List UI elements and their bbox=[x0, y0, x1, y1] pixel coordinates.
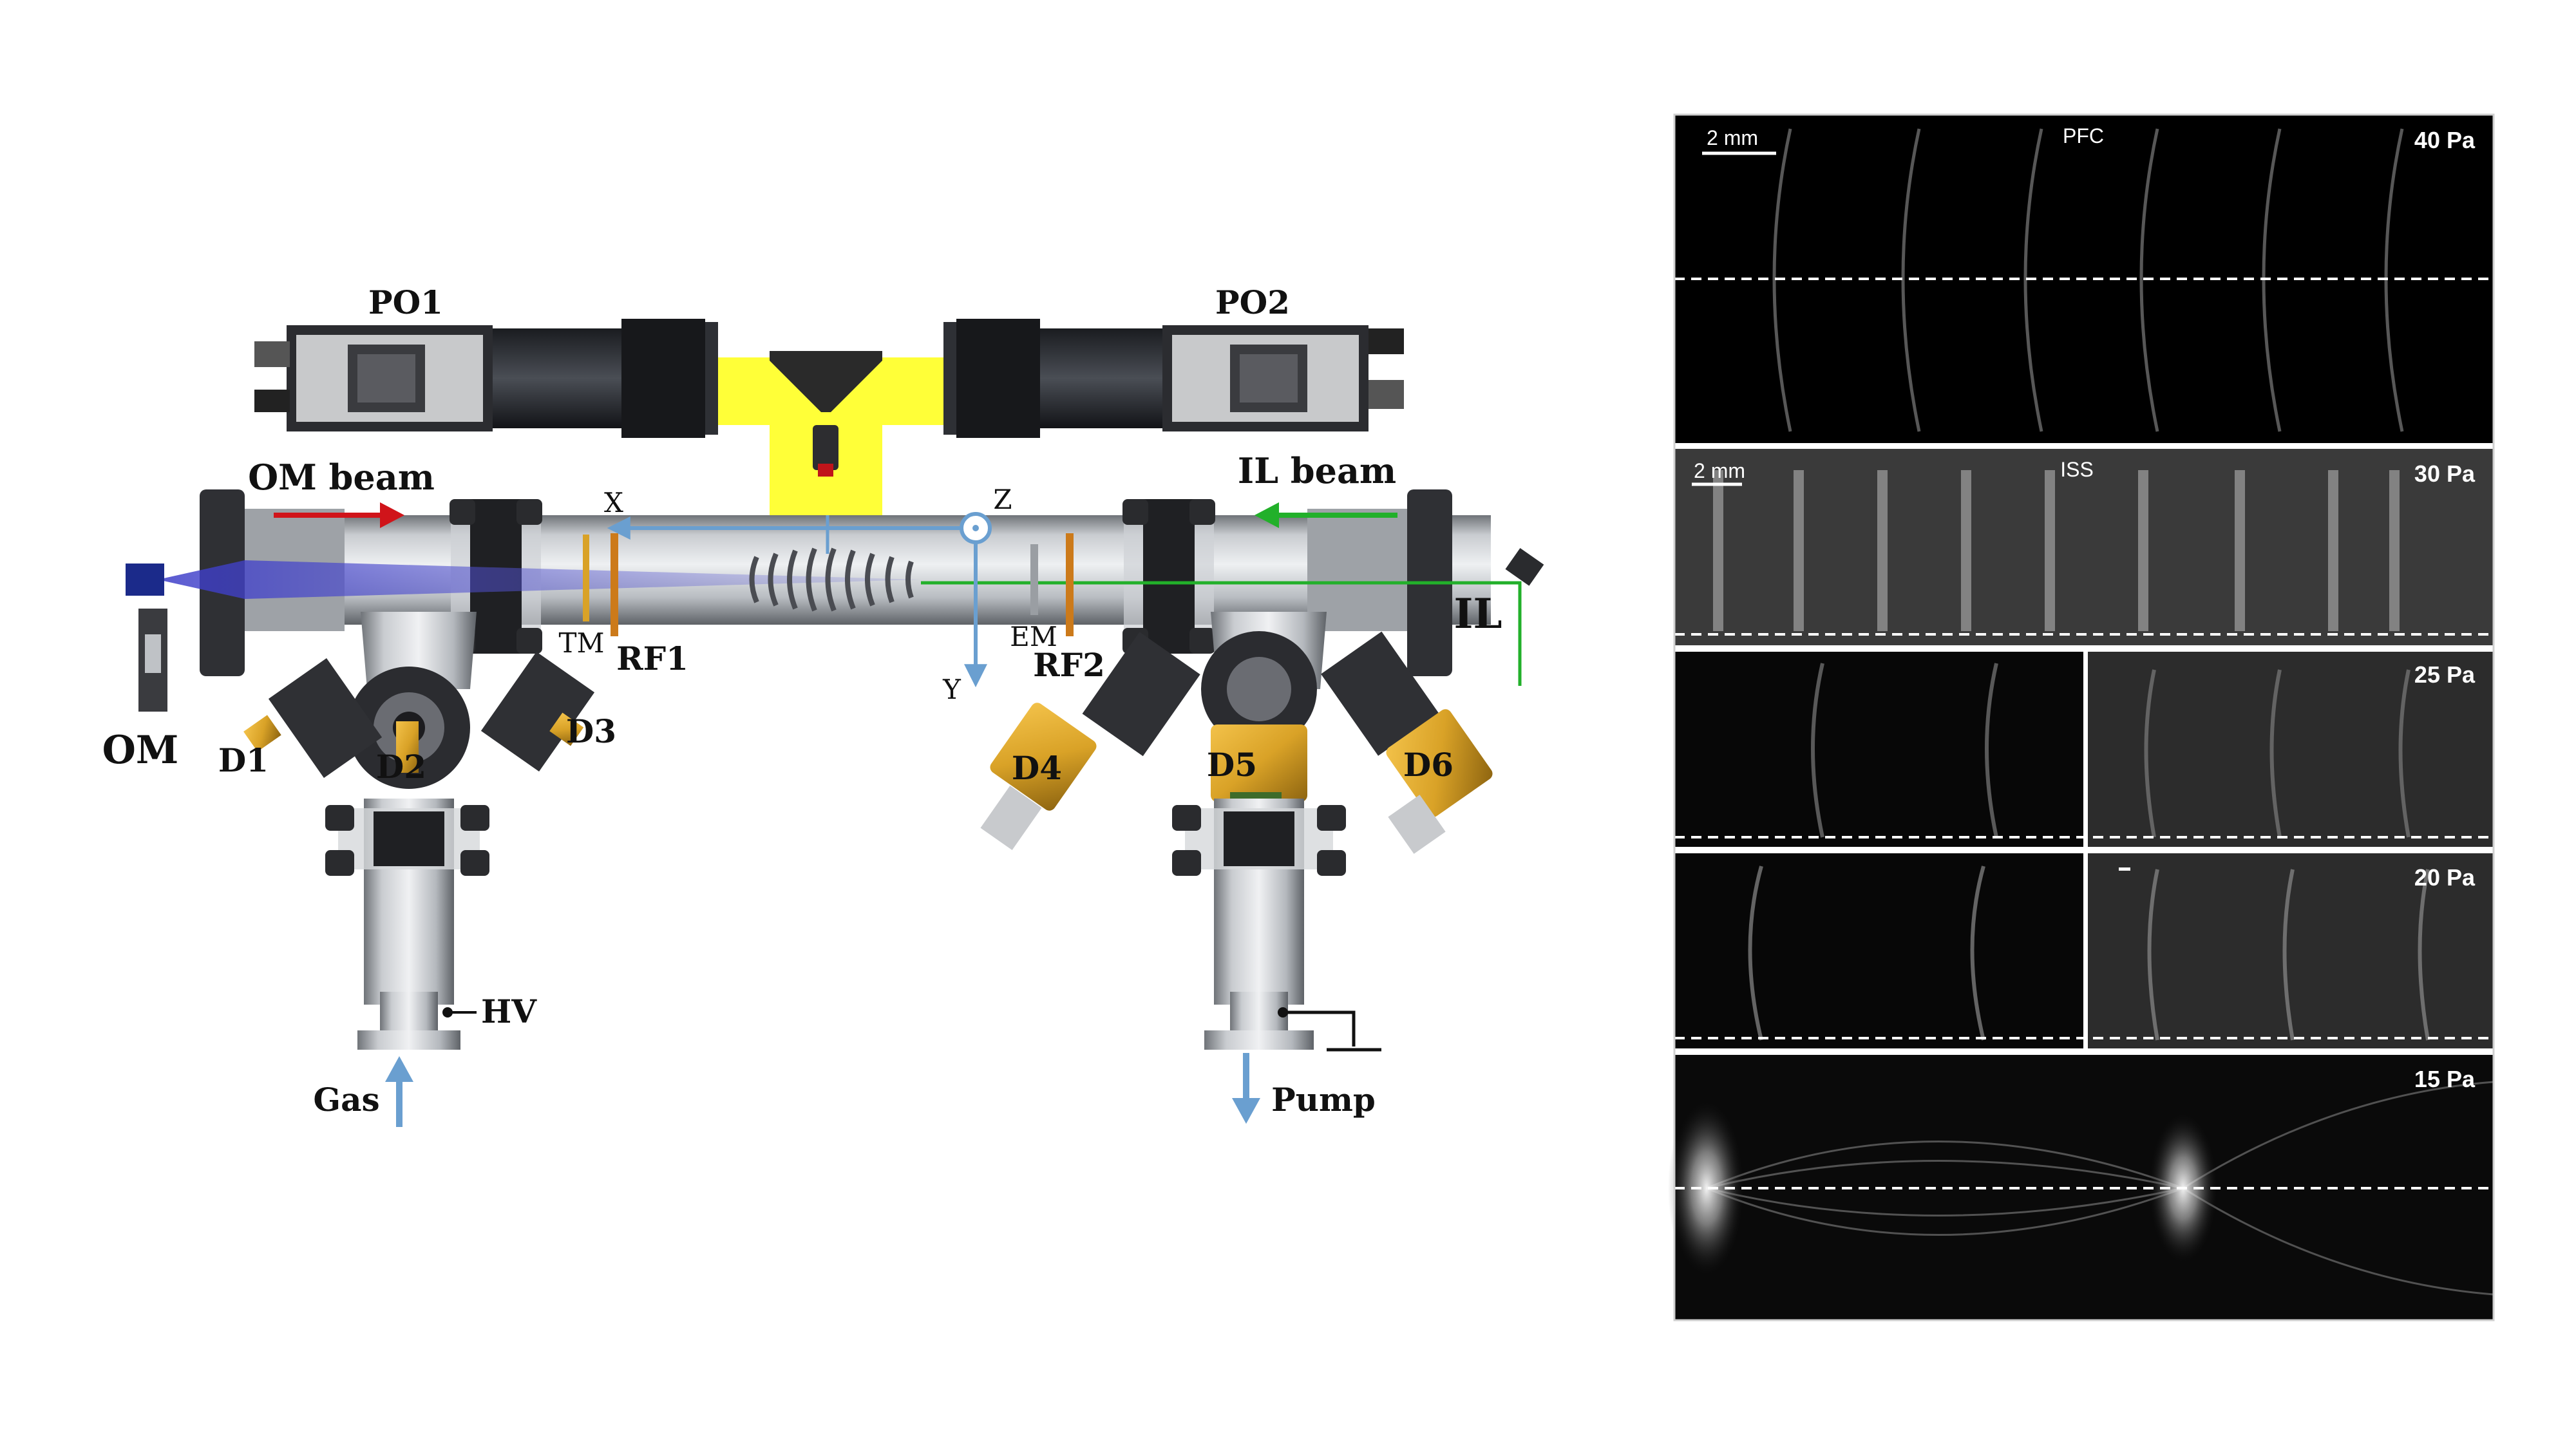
em-mesh bbox=[1030, 544, 1038, 615]
left-vertical-gas-line bbox=[325, 799, 489, 1050]
d4-label: D4 bbox=[1012, 749, 1062, 787]
pump-outlet-arrowhead bbox=[1232, 1098, 1260, 1124]
om-module-face bbox=[145, 634, 161, 673]
gas-inlet-arrowhead bbox=[385, 1056, 413, 1082]
po1-label: PO1 bbox=[368, 283, 443, 321]
om-beam-source bbox=[126, 564, 164, 596]
il-label: IL bbox=[1454, 590, 1502, 638]
panel-30pa-tag: ISS bbox=[2060, 458, 2094, 481]
il-mirror bbox=[1505, 547, 1544, 586]
om-beam-arrowhead bbox=[380, 502, 404, 528]
panel-40pa-pressure: 40 Pa bbox=[2414, 127, 2476, 153]
right-lower-cross bbox=[1082, 612, 1439, 757]
gas-label: Gas bbox=[313, 1081, 379, 1119]
panel-15pa-left-cluster bbox=[1668, 1098, 1745, 1278]
d6-detector bbox=[1386, 709, 1493, 854]
panels-border bbox=[1673, 113, 2495, 1321]
rf1-label: RF1 bbox=[616, 639, 688, 677]
il-laser-path bbox=[1455, 581, 1522, 686]
panel-30pa-scale: 2 mm bbox=[1694, 459, 1745, 482]
tm-mesh bbox=[583, 535, 589, 621]
dust-arcs bbox=[749, 547, 914, 612]
pump-label: Pump bbox=[1271, 1081, 1376, 1119]
d2-label: D2 bbox=[376, 748, 426, 786]
dust-image-panels: 2 mm PFC 40 Pa 2 mm ISS 30 Pa bbox=[1668, 113, 2495, 1321]
em-label: EM bbox=[1010, 621, 1057, 652]
hv-label: HV bbox=[481, 992, 537, 1030]
axis-z-label: Z bbox=[993, 484, 1012, 515]
d3-label: D3 bbox=[566, 712, 616, 750]
rf1-electrode bbox=[611, 533, 618, 636]
panel-30pa: 2 mm ISS 30 Pa bbox=[1674, 449, 2494, 645]
panel-15pa: 15 Pa bbox=[1668, 1055, 2494, 1320]
panel-25pa-streaks bbox=[1811, 663, 2410, 838]
panel-40pa: 2 mm PFC 40 Pa bbox=[1674, 115, 2494, 443]
rf2-electrode bbox=[1066, 533, 1074, 636]
experimental-setup: PO1 PO2 bbox=[102, 283, 1544, 1127]
d6-label: D6 bbox=[1403, 746, 1454, 784]
om-beam-label: OM beam bbox=[248, 457, 435, 498]
panel-15pa-pressure: 15 Pa bbox=[2414, 1066, 2476, 1092]
panel-30pa-pressure: 30 Pa bbox=[2414, 460, 2476, 487]
panel-25pa-pressure: 25 Pa bbox=[2414, 661, 2476, 688]
om-laser-beam bbox=[158, 560, 921, 599]
d5-label: D5 bbox=[1207, 746, 1257, 784]
d4-detector bbox=[980, 703, 1097, 850]
axis-y-label: Y bbox=[942, 674, 961, 705]
camera-mount-tip bbox=[818, 464, 833, 477]
z-axis-dot bbox=[972, 525, 979, 531]
right-end-plate bbox=[1307, 509, 1407, 631]
d1-label: D1 bbox=[218, 741, 269, 779]
il-beam-label: IL beam bbox=[1238, 450, 1396, 491]
panel-15pa-filaments bbox=[1706, 1081, 2494, 1296]
panel-20pa-pressure: 20 Pa bbox=[2414, 864, 2476, 891]
right-vertical-pump-line bbox=[1172, 799, 1346, 1050]
ground-symbol bbox=[1283, 1010, 1381, 1052]
panel-40pa-scale: 2 mm bbox=[1707, 126, 1758, 149]
panel-20pa-mark bbox=[2119, 867, 2130, 871]
panel-40pa-tag: PFC bbox=[2063, 124, 2104, 147]
axis-x-label: X bbox=[604, 487, 623, 518]
il-beam-arrowhead bbox=[1255, 502, 1279, 528]
right-cross-flange bbox=[1122, 499, 1215, 654]
left-lower-cross bbox=[243, 612, 595, 789]
po1-camera bbox=[254, 319, 718, 438]
tm-label: TM bbox=[558, 627, 604, 659]
panel-20pa-streaks bbox=[1748, 866, 2430, 1041]
po2-camera bbox=[943, 319, 1404, 438]
panel-25pa: 25 Pa bbox=[1674, 652, 2494, 847]
panel-20pa: 20 Pa bbox=[1674, 853, 2494, 1048]
rf2-label: RF2 bbox=[1033, 646, 1105, 684]
panel-30pa-columns bbox=[1713, 470, 2400, 631]
om-label: OM bbox=[102, 728, 179, 773]
camera-mount bbox=[770, 351, 882, 412]
camera-mount-body bbox=[813, 425, 838, 470]
po2-label: PO2 bbox=[1215, 283, 1290, 321]
